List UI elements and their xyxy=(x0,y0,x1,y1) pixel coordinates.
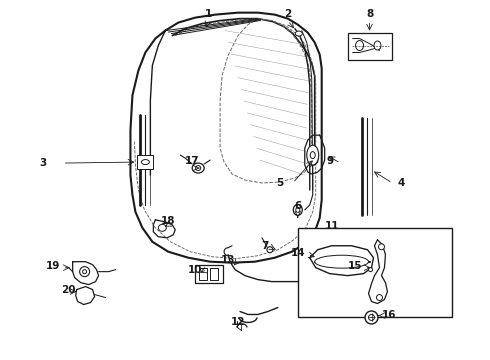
Text: 15: 15 xyxy=(347,261,362,271)
Text: 17: 17 xyxy=(185,156,199,166)
Ellipse shape xyxy=(376,294,383,301)
Text: 18: 18 xyxy=(161,216,175,226)
Ellipse shape xyxy=(378,244,385,250)
Ellipse shape xyxy=(295,31,302,36)
Text: 16: 16 xyxy=(382,310,397,320)
Bar xyxy=(199,268,207,280)
Ellipse shape xyxy=(374,41,381,50)
Ellipse shape xyxy=(365,311,378,324)
Text: 7: 7 xyxy=(261,241,269,251)
Text: 4: 4 xyxy=(398,178,405,188)
Text: 14: 14 xyxy=(291,248,305,258)
Text: 3: 3 xyxy=(39,158,47,168)
Text: 1: 1 xyxy=(204,9,212,19)
Bar xyxy=(347,32,392,60)
Bar xyxy=(195,265,223,283)
Ellipse shape xyxy=(368,315,374,320)
Bar xyxy=(210,268,218,280)
Ellipse shape xyxy=(356,41,364,50)
Ellipse shape xyxy=(142,159,149,165)
Text: 10: 10 xyxy=(188,265,202,275)
Ellipse shape xyxy=(294,204,302,215)
Ellipse shape xyxy=(196,166,201,171)
Ellipse shape xyxy=(368,268,372,272)
Ellipse shape xyxy=(296,207,300,212)
Text: 20: 20 xyxy=(61,284,76,294)
Ellipse shape xyxy=(307,145,318,165)
Ellipse shape xyxy=(315,255,368,268)
Text: 8: 8 xyxy=(366,9,373,19)
Ellipse shape xyxy=(267,247,273,253)
Text: 11: 11 xyxy=(324,221,339,231)
Text: 13: 13 xyxy=(221,255,235,265)
Bar xyxy=(298,228,452,318)
Ellipse shape xyxy=(80,267,90,276)
Text: 2: 2 xyxy=(284,9,292,19)
Ellipse shape xyxy=(192,163,204,173)
Text: 9: 9 xyxy=(326,156,333,166)
Ellipse shape xyxy=(83,270,87,274)
Ellipse shape xyxy=(310,152,315,159)
Text: 19: 19 xyxy=(46,261,60,271)
Ellipse shape xyxy=(158,224,166,231)
Text: 6: 6 xyxy=(294,201,301,211)
Bar xyxy=(137,155,153,169)
Text: 12: 12 xyxy=(231,318,245,328)
Text: 5: 5 xyxy=(276,178,284,188)
Ellipse shape xyxy=(311,152,318,162)
